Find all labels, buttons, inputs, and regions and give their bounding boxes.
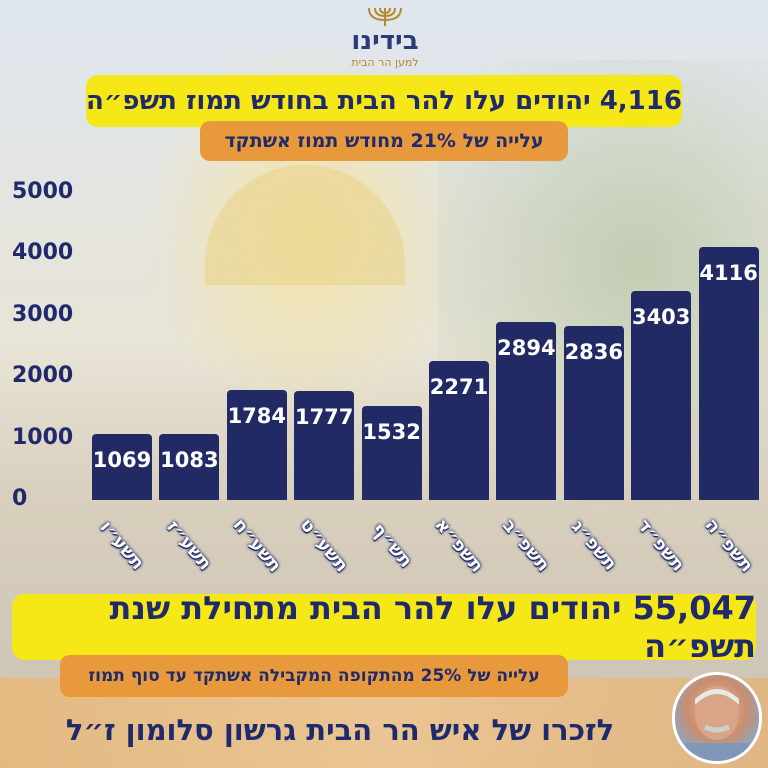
- bar: 1532: [361, 405, 422, 500]
- bar-value-label: 3403: [631, 305, 691, 330]
- title-banner: 4,116 יהודים עלו להר הבית בחודש תמוז תשפ…: [86, 75, 682, 127]
- avatar: [672, 672, 762, 764]
- bar-value-label: 2836: [564, 339, 624, 364]
- menorah-icon: [368, 7, 402, 26]
- bar: 1784: [226, 390, 287, 500]
- subtitle-banner: עלייה של 21% מחודש תמוז אשתקד: [200, 121, 568, 161]
- logo-tagline: למען הר הבית: [351, 56, 419, 69]
- bar: 1777: [294, 390, 355, 500]
- memorial-text: לזכרו של איש הר הבית גרשון סלומון ז״ל: [65, 713, 615, 747]
- bar: 1083: [159, 433, 220, 500]
- bar-value-label: 1777: [294, 404, 354, 429]
- y-tick-label: 2000: [12, 363, 74, 389]
- logo-brand: בידינו: [351, 26, 419, 56]
- bar-value-label: 1083: [160, 447, 219, 472]
- bar: 2894: [496, 322, 557, 500]
- y-tick-label: 0: [12, 486, 28, 511]
- bar-value-label: 2894: [497, 336, 556, 361]
- bar: 1069: [92, 434, 152, 500]
- chart-subtitle: עלייה של 21% מחודש תמוז אשתקד: [224, 130, 544, 152]
- bar-value-label: 1069: [92, 448, 152, 473]
- chart-title: 4,116 יהודים עלו להר הבית בחודש תמוז תשפ…: [86, 86, 682, 116]
- y-tick-label: 5000: [12, 179, 74, 204]
- bottom-title-banner: 55,047 יהודים עלו להר הבית מתחילת שנת תש…: [12, 589, 756, 665]
- bar-value-label: 4116: [699, 261, 758, 286]
- portrait-image: [685, 686, 749, 761]
- bar: 2271: [429, 360, 489, 500]
- bottom-subtitle: עלייה של 25% מהתקופה המקבילה אשתקד עד סו…: [88, 666, 540, 686]
- bar-value-label: 1532: [362, 419, 421, 444]
- y-tick-label: 3000: [12, 301, 74, 327]
- bottom-subtitle-banner: עלייה של 25% מהתקופה המקבילה אשתקד עד סו…: [60, 655, 568, 697]
- bar: 4116: [698, 247, 759, 500]
- bar-value-label: 1784: [227, 404, 287, 429]
- y-tick-label: 4000: [12, 240, 74, 266]
- bottom-title: 55,047 יהודים עלו להר הבית מתחילת שנת תש…: [109, 589, 756, 665]
- bar: 3403: [631, 291, 692, 500]
- logo: בידינו למען הר הבית: [330, 6, 440, 69]
- bar: 2836: [563, 325, 624, 500]
- memorial-line: לזכרו של איש הר הבית גרשון סלומון ז״ל: [20, 700, 660, 760]
- bar-value-label: 2271: [429, 374, 489, 399]
- y-tick-label: 1000: [12, 424, 74, 450]
